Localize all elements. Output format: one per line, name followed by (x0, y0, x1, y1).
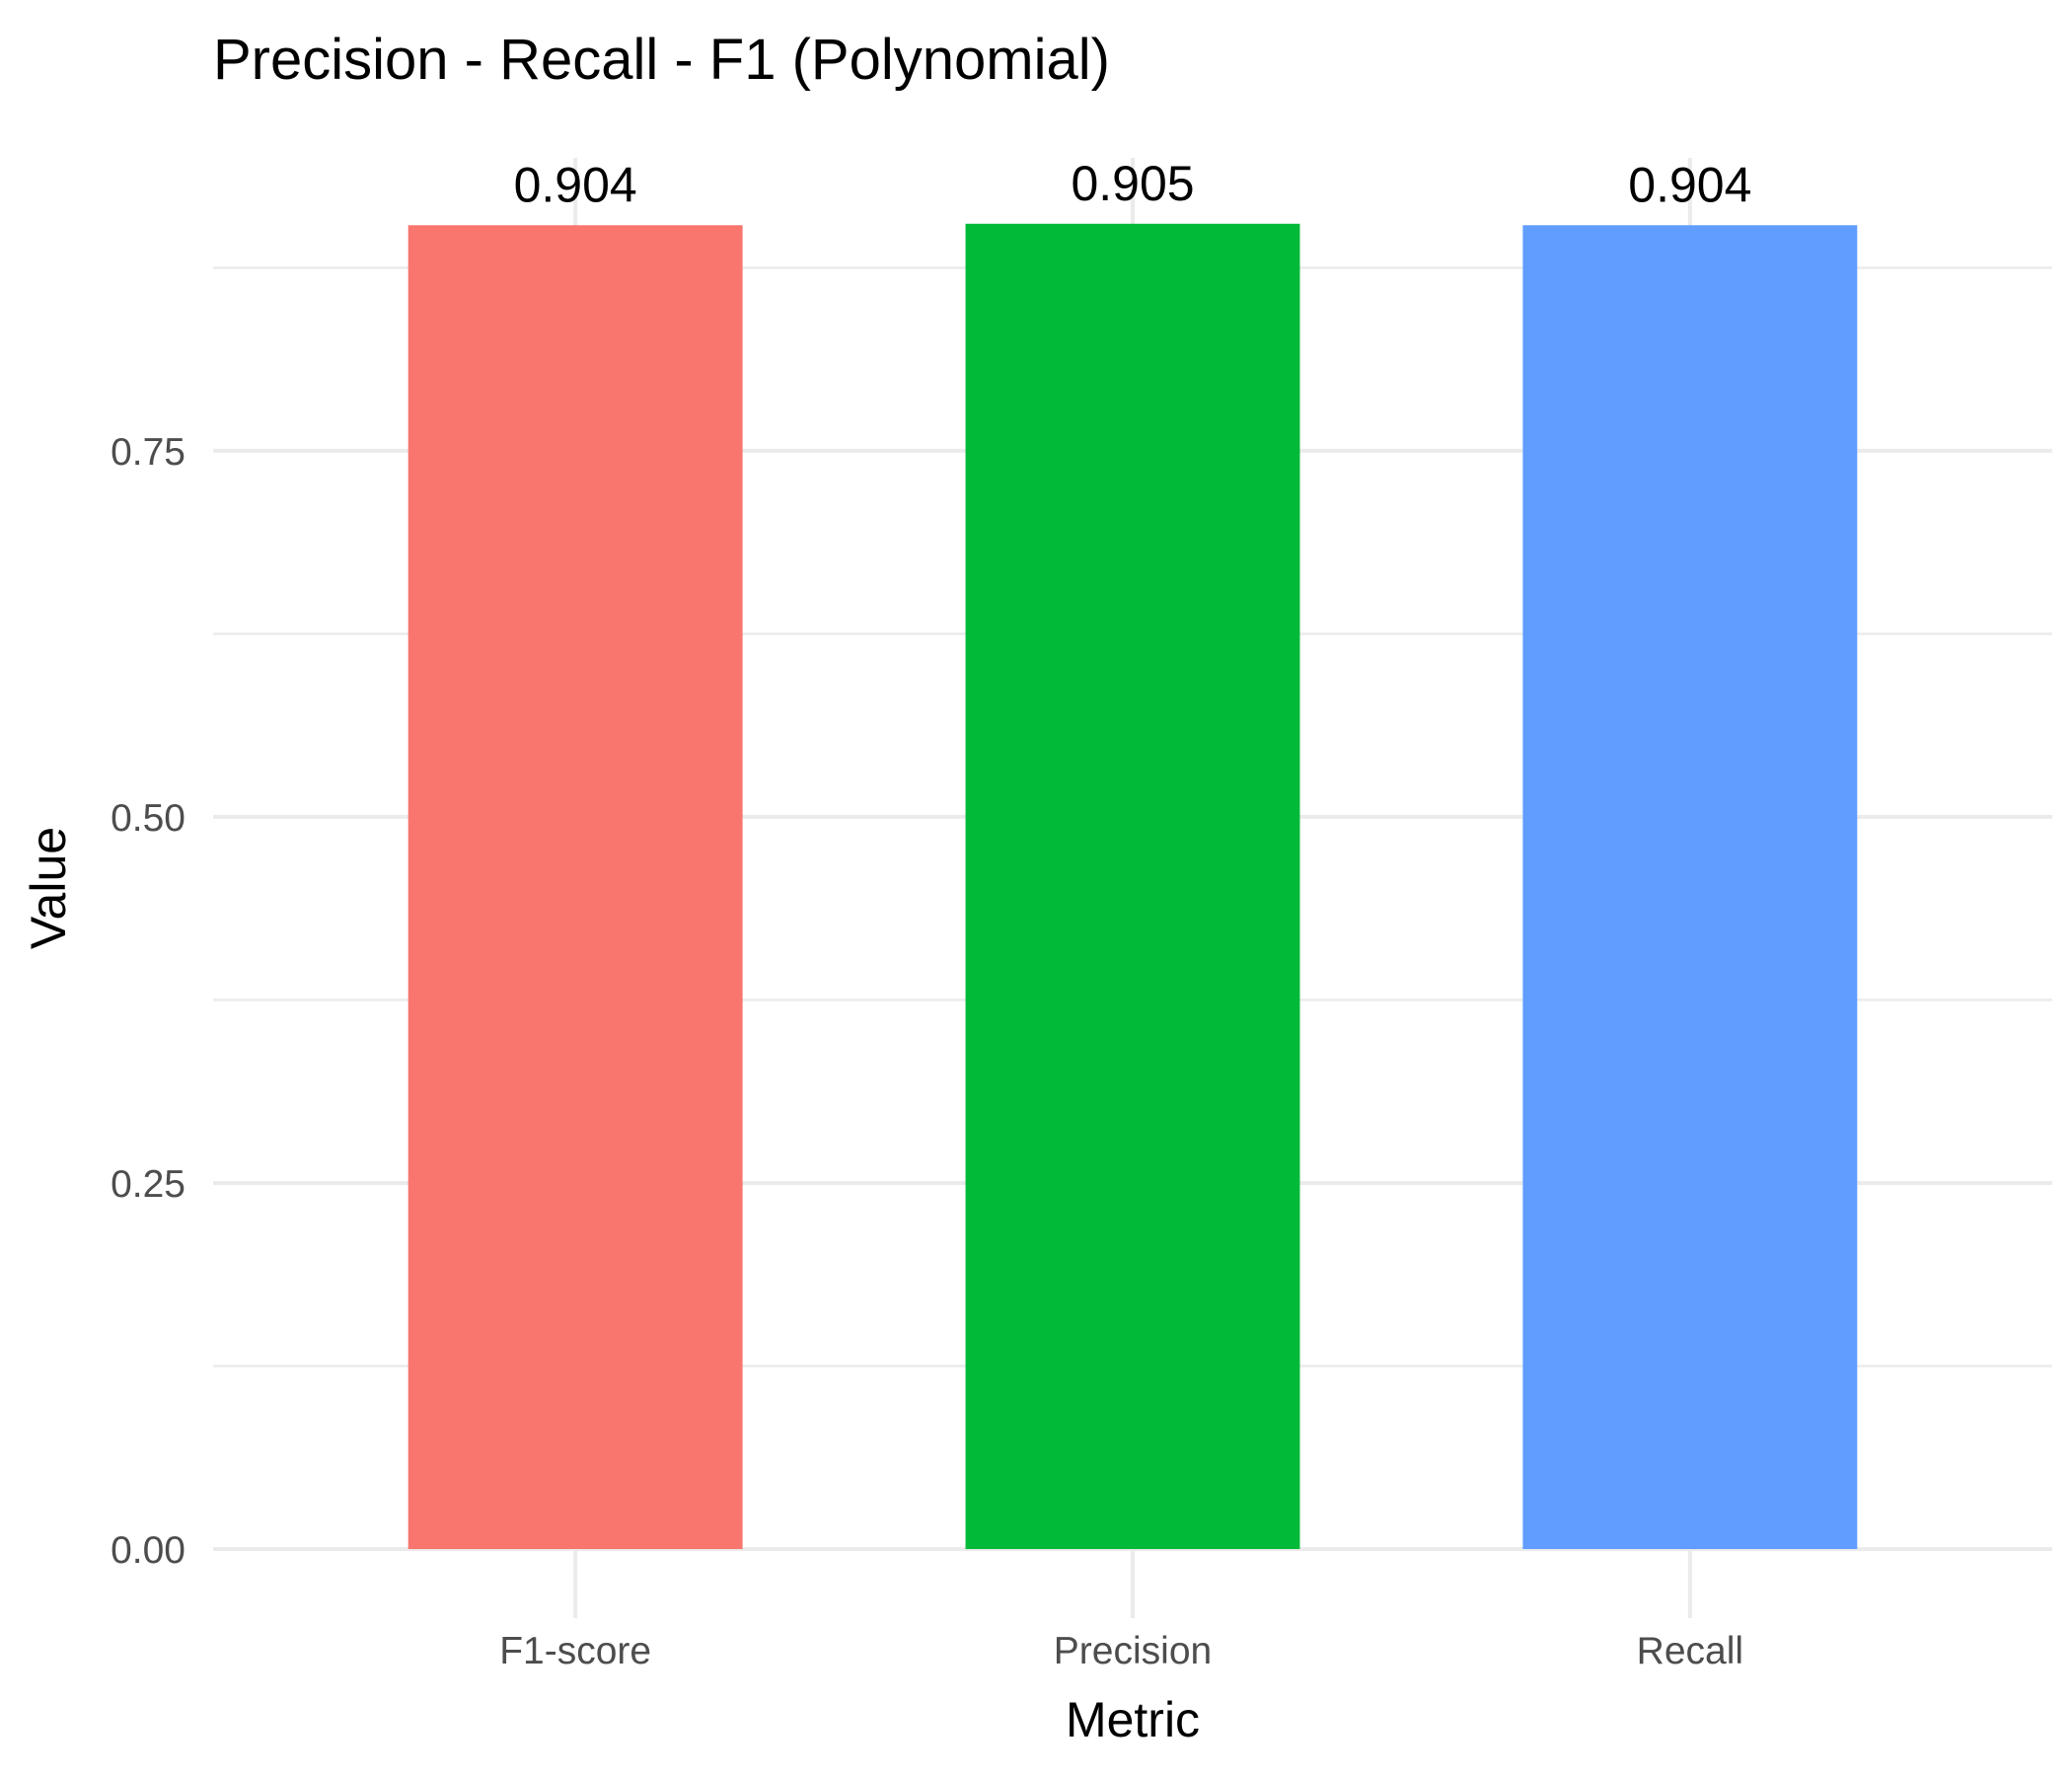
y-tick-label: 0.25 (111, 1163, 185, 1206)
y-axis-title: Value (21, 827, 76, 949)
chart-title: Precision - Recall - F1 (Polynomial) (213, 28, 1110, 92)
y-axis-ticks: 0.00 0.25 0.50 0.75 (111, 431, 185, 1572)
x-axis-title: Metric (1066, 1692, 1200, 1747)
bar-precision (965, 223, 1300, 1550)
x-tick-label: F1-score (499, 1630, 651, 1672)
y-tick-label: 0.75 (111, 431, 185, 474)
x-tick-label: Precision (1054, 1630, 1212, 1672)
y-tick-label: 0.00 (111, 1529, 185, 1572)
data-label: 0.905 (1071, 156, 1194, 211)
x-axis-ticks: F1-score Precision Recall (499, 1630, 1743, 1672)
data-label: 0.904 (1628, 157, 1751, 212)
y-tick-label: 0.50 (111, 797, 185, 840)
bars (407, 223, 1858, 1550)
bar-f1-score (407, 225, 743, 1549)
data-labels: 0.904 0.905 0.904 (514, 156, 1752, 212)
data-label: 0.904 (514, 157, 637, 212)
x-tick-label: Recall (1637, 1630, 1743, 1672)
bar-recall (1522, 225, 1858, 1549)
